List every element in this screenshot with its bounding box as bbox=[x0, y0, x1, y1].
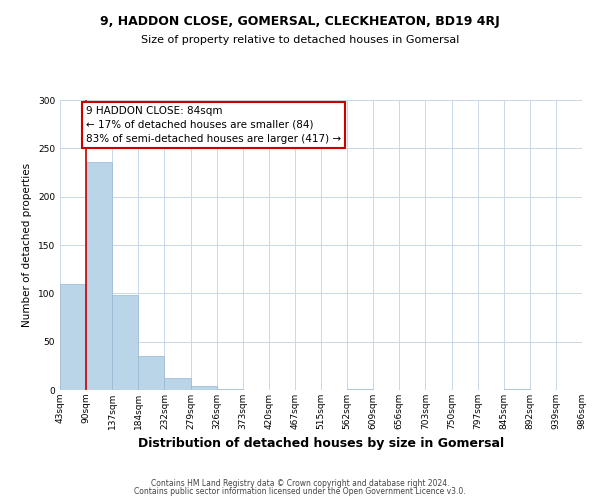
Bar bbox=[504, 389, 530, 390]
Y-axis label: Number of detached properties: Number of detached properties bbox=[22, 163, 32, 327]
Bar bbox=[164, 378, 191, 390]
Bar bbox=[191, 386, 217, 390]
Text: 9, HADDON CLOSE, GOMERSAL, CLECKHEATON, BD19 4RJ: 9, HADDON CLOSE, GOMERSAL, CLECKHEATON, … bbox=[100, 15, 500, 28]
Bar bbox=[217, 389, 243, 390]
X-axis label: Distribution of detached houses by size in Gomersal: Distribution of detached houses by size … bbox=[138, 438, 504, 450]
Text: Contains HM Land Registry data © Crown copyright and database right 2024.: Contains HM Land Registry data © Crown c… bbox=[151, 478, 449, 488]
Text: Contains public sector information licensed under the Open Government Licence v3: Contains public sector information licen… bbox=[134, 487, 466, 496]
Text: Size of property relative to detached houses in Gomersal: Size of property relative to detached ho… bbox=[141, 35, 459, 45]
Bar bbox=[139, 356, 164, 390]
Text: 9 HADDON CLOSE: 84sqm
← 17% of detached houses are smaller (84)
83% of semi-deta: 9 HADDON CLOSE: 84sqm ← 17% of detached … bbox=[86, 106, 341, 144]
Bar bbox=[86, 162, 112, 390]
Bar bbox=[347, 389, 373, 390]
Bar bbox=[60, 284, 86, 390]
Bar bbox=[112, 296, 139, 390]
